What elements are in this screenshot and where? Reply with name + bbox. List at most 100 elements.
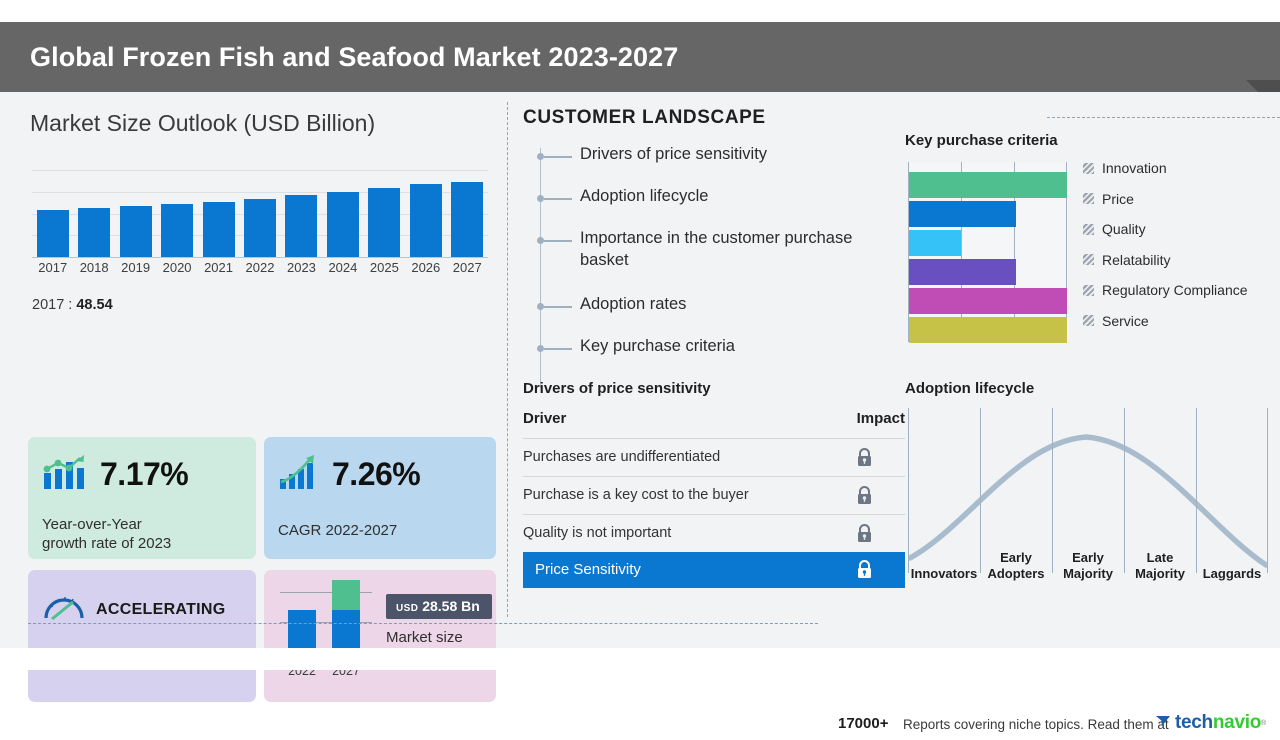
card-yoy-growth[interactable]: 7.17% Year-over-Year growth rate of 2023 — [28, 437, 256, 559]
kpc-legend-item: Relatability — [1083, 252, 1170, 268]
kpc-legend-item: Service — [1083, 313, 1149, 329]
alc-stage-line: Early — [1000, 550, 1032, 565]
alc-stage-label: Late Majority — [1124, 550, 1196, 582]
lock-icon — [856, 448, 873, 472]
card-yoy-sub-line2: growth rate of 2023 — [42, 535, 172, 552]
adoption-lifecycle-block: Adoption lifecycle Innovators Early Adopte… — [905, 380, 1275, 610]
lock-icon — [856, 486, 873, 510]
table-row[interactable]: Quality is not important — [523, 514, 905, 553]
kpc-bar — [909, 259, 1016, 285]
table-row-highlighted[interactable]: Price Sensitivity — [523, 552, 905, 588]
alc-gridline — [908, 408, 909, 573]
alc-stage-label: Laggards — [1196, 566, 1268, 582]
kpc-gridline — [1066, 162, 1067, 342]
card-yoy-sub-line1: Year-over-Year — [42, 516, 142, 533]
drivers-title: Drivers of price sensitivity — [523, 380, 711, 397]
page-footer: 17000+ Reports covering niche topics. Re… — [0, 710, 1280, 740]
hatch-swatch-icon — [1083, 284, 1094, 296]
kpc-bar — [909, 201, 1016, 227]
hatch-swatch-icon — [1083, 315, 1094, 326]
market-size-bar-chart — [32, 170, 488, 258]
key-purchase-criteria-title: Key purchase criteria — [905, 132, 1058, 149]
adoption-lifecycle-title: Adoption lifecycle — [905, 380, 1035, 397]
market-size-bar — [161, 204, 194, 257]
market-size-x-label: 2027 — [452, 260, 482, 275]
logo-text-tech: tech — [1175, 712, 1213, 733]
timeline-dot — [536, 195, 544, 202]
card-cagr-value: 7.26% — [332, 456, 421, 492]
market-size-x-label: 2022 — [245, 260, 275, 275]
kpc-bar — [909, 317, 1067, 343]
alc-gridline — [1267, 408, 1268, 573]
card-momentum-header: ACCELERATING — [42, 592, 226, 627]
kpc-legend-label: Quality — [1102, 221, 1146, 237]
market-size-bar — [368, 188, 401, 257]
alc-gridline — [1052, 408, 1053, 573]
hatch-swatch-icon — [1083, 162, 1094, 174]
panel-divider — [507, 102, 509, 617]
alc-stage-line: Adopters — [987, 566, 1045, 581]
kpc-bar — [909, 172, 1067, 198]
market-size-bar — [36, 210, 69, 257]
kpc-legend-label: Relatability — [1102, 251, 1171, 268]
table-row[interactable]: Purchase is a key cost to the buyer — [523, 476, 905, 515]
mini-rule-top — [280, 592, 372, 593]
technavio-logo[interactable]: tech navio ® — [1155, 712, 1266, 734]
timeline-connector — [544, 198, 572, 200]
driver-label: Purchase is a key cost to the buyer — [523, 487, 749, 503]
technavio-arrow-icon — [1155, 712, 1172, 734]
mini-rule-mid — [280, 622, 372, 623]
market-size-x-label: 2019 — [121, 260, 151, 275]
alc-gridline — [1196, 408, 1197, 573]
market-size-bar — [451, 182, 484, 257]
timeline-spine — [540, 148, 541, 388]
mini-bar-2027-increment — [332, 580, 360, 610]
kpc-gridline — [961, 162, 962, 342]
customer-landscape-item-label: Key purchase criteria — [580, 337, 735, 355]
col-header-impact: Impact — [856, 410, 905, 427]
chart-axis — [32, 257, 488, 258]
customer-landscape-list: Drivers of price sensitivity Adoption lif… — [536, 140, 880, 390]
key-purchase-criteria-chart — [908, 162, 1068, 343]
report-count: 17000+ — [838, 715, 889, 732]
kpc-legend-item: Quality — [1083, 221, 1146, 237]
hatch-swatch-icon — [1083, 223, 1094, 235]
table-row[interactable]: Purchases are undifferentiated — [523, 438, 905, 477]
driver-label: Purchases are undifferentiated — [523, 449, 721, 465]
logo-text-navio: navio — [1212, 712, 1261, 733]
market-size-bar — [202, 202, 235, 257]
bottom-white-strip — [0, 648, 1280, 670]
driver-label: Quality is not important — [523, 525, 672, 541]
chart-gridline — [32, 191, 488, 193]
bar-trend-up-icon — [42, 453, 88, 496]
page-title: Global Frozen Fish and Seafood Market 20… — [30, 42, 679, 72]
alc-stage-line: Early — [1072, 550, 1104, 565]
kpc-legend-item: Regulatory Compliance — [1083, 282, 1248, 298]
customer-landscape-title: CUSTOMER LANDSCAPE — [523, 107, 766, 128]
chart-gridline — [32, 170, 488, 171]
alc-gridline — [980, 408, 981, 573]
col-header-driver: Driver — [523, 410, 567, 427]
infographic-page: Global Frozen Fish and Seafood Market 20… — [0, 22, 1280, 733]
kpc-legend-label: Price — [1102, 190, 1134, 207]
alc-stage-line: Late — [1146, 550, 1174, 565]
market-size-x-label: 2023 — [286, 260, 316, 275]
card-growth-momentum[interactable]: ACCELERATING Growth Momentum — [28, 570, 256, 702]
alc-stage-label: Early Adopters — [980, 550, 1052, 582]
card-cagr[interactable]: 7.26% CAGR 2022-2027 — [264, 437, 496, 559]
market-size-bar — [409, 184, 442, 257]
market-size-bar — [119, 206, 152, 257]
alc-gridline — [1124, 408, 1125, 573]
market-size-growth-badge: USD 28.58 Bn — [386, 594, 492, 619]
card-market-size-growth[interactable]: 2022 2027 USD 28.58 Bn Market size growt… — [264, 570, 496, 702]
kpc-bar — [909, 230, 961, 256]
timeline-dot — [536, 237, 544, 244]
market-size-x-labels: 2017 2018 2019 2020 2021 2022 2023 2024 2025 2026… — [32, 260, 488, 280]
timeline-connector — [544, 240, 572, 242]
market-size-bar — [244, 199, 276, 257]
alc-stage-line: Innovators — [910, 566, 978, 581]
market-size-x-label: 2025 — [369, 260, 399, 275]
customer-landscape-item-label: Adoption rates — [580, 295, 687, 313]
left-panel: Market Size Outlook (USD Billion) 2017 20… — [0, 92, 500, 702]
footer-text: Reports covering niche topics. Read them… — [903, 717, 1169, 732]
